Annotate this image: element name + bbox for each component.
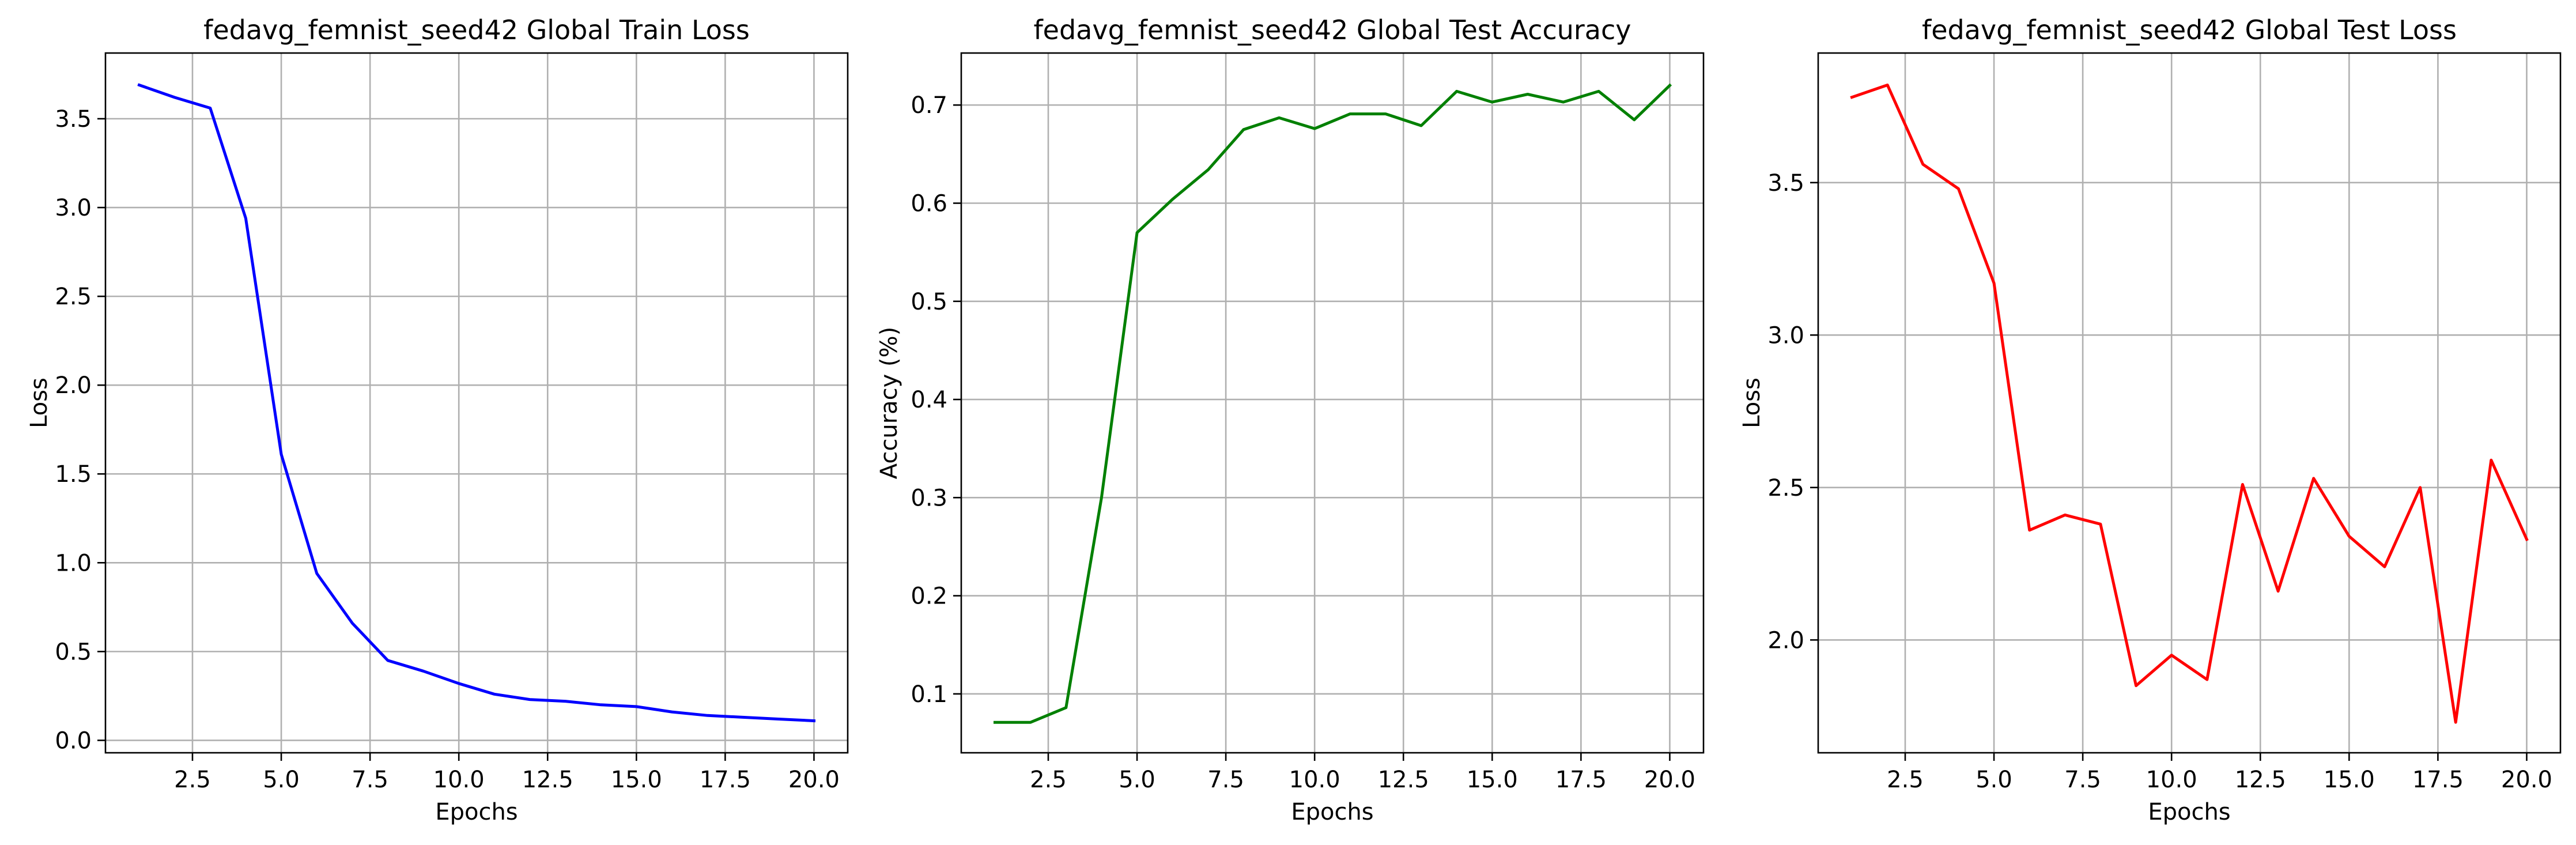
x-tick-label: 2.5: [174, 767, 211, 793]
x-tick-label: 12.5: [1378, 767, 1429, 793]
y-tick-label: 0.3: [911, 485, 947, 511]
y-axis-label: Loss: [1739, 378, 1765, 428]
y-tick-label: 2.0: [1767, 627, 1804, 654]
x-tick-label: 5.0: [263, 767, 300, 793]
y-tick-label: 0.5: [911, 289, 947, 315]
series-line: [1850, 84, 2529, 724]
y-tick-label: 0.7: [911, 92, 947, 119]
y-tick-label: 3.5: [1767, 170, 1804, 197]
y-tick-label: 3.0: [55, 195, 92, 221]
x-tick-label: 20.0: [2501, 767, 2552, 793]
x-axis-label: Epochs: [2148, 799, 2230, 825]
x-tick-label: 15.0: [2324, 767, 2375, 793]
y-tick-label: 1.5: [55, 461, 92, 488]
x-tick-label: 7.5: [352, 767, 388, 793]
y-tick-label: 0.5: [55, 639, 92, 665]
y-tick-label: 2.0: [55, 372, 92, 399]
x-tick-label: 20.0: [1644, 767, 1695, 793]
x-tick-label: 17.5: [700, 767, 751, 793]
y-tick-label: 0.4: [911, 387, 947, 413]
x-tick-label: 5.0: [1119, 767, 1155, 793]
x-tick-label: 10.0: [433, 767, 485, 793]
y-tick-label: 3.0: [1767, 322, 1804, 349]
x-tick-label: 17.5: [1555, 767, 1607, 793]
x-tick-label: 15.0: [1467, 767, 1518, 793]
x-tick-label: 7.5: [2064, 767, 2101, 793]
x-tick-label: 12.5: [2235, 767, 2286, 793]
plot-frame: [104, 52, 849, 754]
x-tick-label: 2.5: [1887, 767, 1924, 793]
y-tick-label: 1.0: [55, 550, 92, 576]
chart-title: fedavg_femnist_seed42 Global Test Loss: [1922, 14, 2457, 46]
chart-title: fedavg_femnist_seed42 Global Test Accura…: [1033, 14, 1631, 46]
x-axis-label: Epochs: [435, 799, 518, 825]
x-tick-label: 17.5: [2412, 767, 2464, 793]
plot-frame: [960, 52, 1705, 754]
chart-panel-1: 2.5 5.0 7.5 10.0 12.5 15.0 17.5 20.0 0.0 0.5 1.0 1.…: [26, 14, 849, 825]
x-tick-label: 10.0: [1289, 767, 1340, 793]
chart-panel-3: 2.5 5.0 7.5 10.0 12.5 15.0 17.5 20.0 2.0 2.5 3.0 3.…: [1739, 14, 2562, 825]
y-tick-label: 0.1: [911, 681, 947, 708]
x-tick-label: 15.0: [611, 767, 662, 793]
y-tick-label: 0.6: [911, 191, 947, 217]
y-axis-label: Accuracy (%): [876, 327, 902, 480]
y-tick-label: 0.0: [55, 727, 92, 754]
x-tick-label: 2.5: [1030, 767, 1067, 793]
x-tick-label: 5.0: [1976, 767, 2012, 793]
chart-title: fedavg_femnist_seed42 Global Train Loss: [203, 14, 750, 46]
y-tick-label: 2.5: [55, 284, 92, 310]
x-tick-label: 7.5: [1207, 767, 1244, 793]
x-axis-label: Epochs: [1291, 799, 1373, 825]
x-tick-label: 20.0: [788, 767, 840, 793]
y-tick-label: 0.2: [911, 583, 947, 610]
chart-panel-2: 2.5 5.0 7.5 10.0 12.5 15.0 17.5 20.0 0.1 0.2 0.3 0.…: [876, 14, 1705, 825]
series-line: [994, 83, 1672, 724]
x-tick-label: 12.5: [522, 767, 573, 793]
y-tick-label: 2.5: [1767, 475, 1804, 501]
y-axis-label: Loss: [26, 378, 52, 428]
x-tick-label: 10.0: [2146, 767, 2197, 793]
series-line: [137, 83, 816, 723]
plot-frame: [1817, 52, 2562, 754]
y-tick-label: 3.5: [55, 106, 92, 133]
